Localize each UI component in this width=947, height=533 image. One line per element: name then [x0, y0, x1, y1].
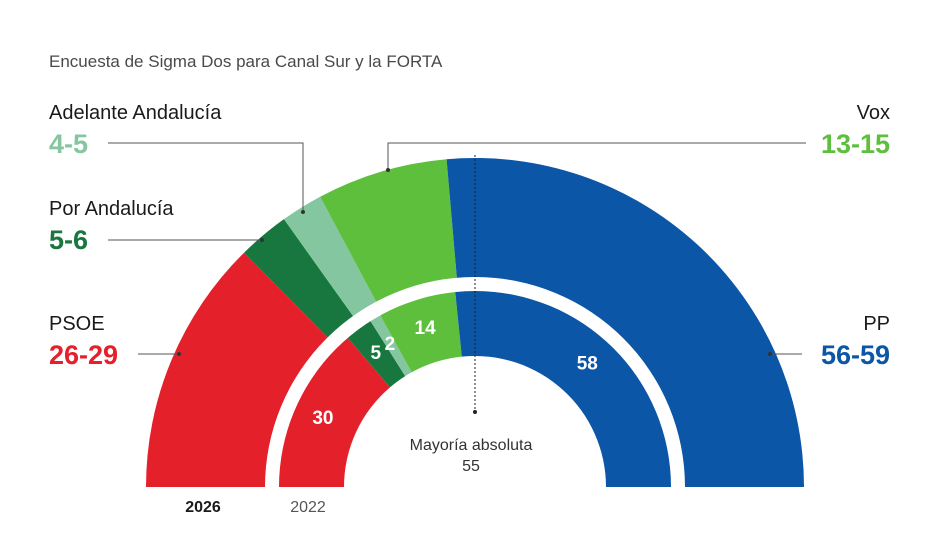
seg-label-2022-psoe: 30: [312, 408, 333, 429]
seg-2022-por-andalucia: [342, 314, 406, 388]
seg-label-2022-por-andalucia: 5: [371, 343, 382, 364]
seg-2026-adelante-andalucia: [283, 196, 380, 322]
adelante-range: 4-5: [49, 129, 88, 159]
adelante-leader-dot: [301, 210, 305, 214]
seat-rings: [146, 158, 804, 487]
year-label-inner: 2022: [290, 499, 326, 516]
adelante-name: Adelante Andalucía: [49, 102, 222, 124]
pp-range: 56-59: [821, 340, 890, 370]
seg-2026-por-andalucia: [244, 219, 358, 343]
vox-leader: [387, 142, 806, 170]
psoe-name: PSOE: [49, 313, 105, 335]
majority-dot: [473, 410, 477, 414]
seg-2022-adelante-andalucia: [366, 308, 412, 377]
seg-2026-pp: [446, 158, 804, 487]
vox-name: Vox: [857, 102, 890, 124]
segment-labels: 30 5 2 14 58: [312, 318, 598, 429]
seg-2022-pp: [454, 283, 679, 487]
pp-leader-dot: [768, 352, 772, 356]
seg-label-2022-pp: 58: [577, 354, 598, 375]
seg-label-2022-vox: 14: [415, 318, 437, 339]
majority-label: Mayoría absoluta: [410, 437, 533, 454]
chart-subtitle: Encuesta de Sigma Dos para Canal Sur y l…: [49, 52, 443, 71]
vox-leader-dot: [386, 168, 390, 172]
seg-2026-vox: [320, 159, 458, 308]
vox-range: 13-15: [821, 129, 890, 159]
majority-value: 55: [462, 458, 480, 475]
por-andalucia-leader-dot: [260, 238, 264, 242]
seg-2026-psoe: [146, 252, 333, 487]
seg-2022-psoe: [271, 331, 390, 487]
seg-label-2022-adelante-andalucia: 2: [385, 334, 396, 355]
psoe-leader-dot: [177, 352, 181, 356]
por-andalucia-name: Por Andalucía: [49, 198, 174, 220]
pp-name: PP: [863, 313, 890, 335]
psoe-range: 26-29: [49, 340, 118, 370]
por-andalucia-range: 5-6: [49, 225, 88, 255]
year-label-outer: 2026: [185, 499, 221, 516]
adelante-leader: [108, 142, 304, 212]
